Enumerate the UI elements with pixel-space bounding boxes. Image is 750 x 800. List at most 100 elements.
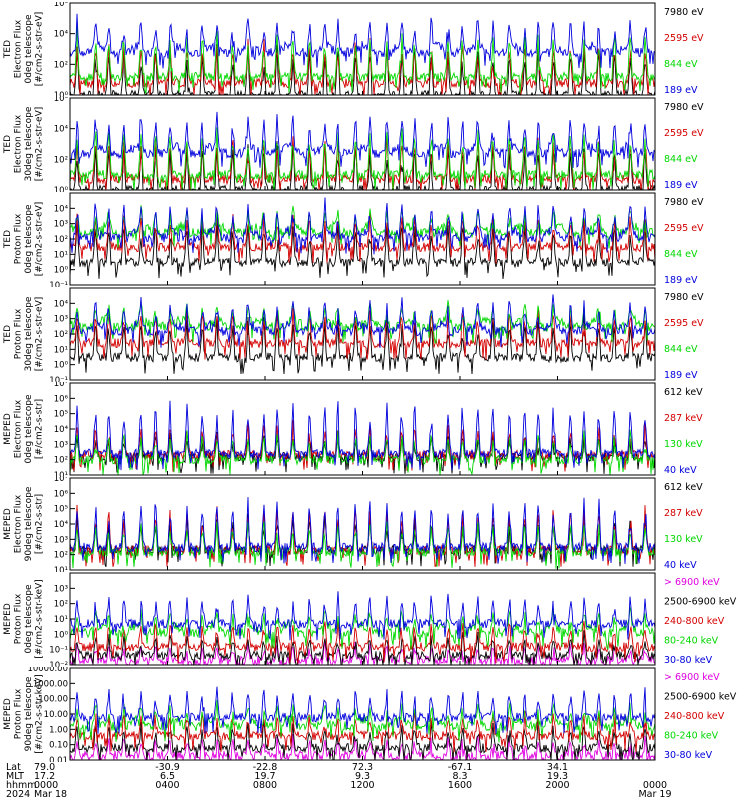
y-tick-label: 100.00 [38,695,68,705]
series-line-3 [70,127,655,190]
legend-entry: 40 keV [664,465,697,476]
y-tick-label: 10⁶ [54,2,69,9]
footer-cell: 1200 [350,780,374,791]
legend-entry: 2595 eV [664,33,704,44]
y-tick-label: 10⁰ [54,266,69,276]
y-tick-label: 10² [54,60,68,70]
legend-entry: 80-240 keV [664,731,719,742]
legend-entry: 189 eV [664,370,698,381]
series-line-5 [70,591,655,641]
legend-entry: 2595 eV [664,223,704,234]
series-line-2 [70,38,655,95]
legend-entry: 40 keV [664,560,697,571]
panel-5: 10¹ 10² 10³ 10⁴ 10⁵ 10⁶ 10⁷ MEPEDElectron Flux0… [3,382,703,477]
y-tick-label: 10² [54,456,68,466]
footer-cell: 19.3 [547,771,568,782]
legend-entry: 7980 eV [664,292,704,303]
series-line-3 [70,25,655,94]
footer-row-label: MLT [6,771,24,782]
footer-cell: 79.0 [34,762,55,773]
legend-entry: 612 keV [664,482,703,493]
series-group [70,111,655,190]
legend-entry: 2500-6900 keV [664,597,737,608]
panel-8: 0.01 0.10 1.00 10.00 100.00 1000.00 10000.00ME… [3,667,737,762]
legend-entry: 80-240 keV [664,636,719,647]
y-tick-label: 10⁵ [54,505,68,515]
y-tick-label: 10⁰ [54,186,69,192]
legend-entry: 130 keV [664,439,703,450]
series-group [70,591,655,665]
legend-entry: 287 keV [664,508,703,519]
y-tick-label: 10³ [54,220,68,230]
series-line-4 [70,294,655,348]
y-tick-label: 10⁷ [54,382,69,389]
y-tick-label: 10⁴ [54,204,69,214]
y-tick-label: 10¹ [54,566,68,572]
series-group [70,13,655,95]
y-tick-label: 10¹ [54,345,68,355]
footer-cell: Mar 19 [638,789,671,799]
footer-row-label: Lat [6,762,21,773]
footer-cell: -30.9 [155,762,180,773]
y-axis-label: TEDElectron Flux30deg telescope[#/cm2-s-… [3,106,45,181]
y-tick-label: 10⁴ [54,30,69,40]
legend-entry: 7980 eV [664,102,704,113]
series-group [70,686,655,760]
y-tick-label: 10³ [54,440,68,450]
series-line-2 [70,630,655,665]
y-tick-label: 10⁻¹ [49,281,68,287]
y-tick-label: 10⁴ [54,125,69,135]
panel-1: 10⁰ 10² 10⁴ 10⁶ TEDElectron Flux0deg telesco… [3,2,704,97]
legend-entry: 189 eV [664,180,698,191]
legend-entry: 240-800 keV [664,711,725,722]
y-tick-label: 0.01 [49,756,68,762]
y-tick-label: 10⁶ [54,489,69,499]
y-tick-label: 10² [54,330,68,340]
footer-cell: 34.1 [547,762,568,773]
legend-entry: 287 keV [664,413,703,424]
legend-entry: 189 eV [664,85,698,96]
legend-entry: 7980 eV [664,197,704,208]
footer-cell: 19.7 [254,771,275,782]
y-tick-label: 10¹ [54,471,68,477]
y-tick-label: 10⁷ [54,477,69,484]
y-tick-label: 10² [54,235,68,245]
footer-cell: 72.3 [352,762,373,773]
footer-cell: 0000 [643,780,667,791]
footer-cell: 0000 [34,780,58,791]
legend-entry: 2595 eV [664,128,704,139]
series-line-3 [70,620,655,664]
series-line-4 [70,111,655,169]
y-tick-label: 10² [54,600,68,610]
footer-cell: 2000 [545,780,569,791]
y-axis-label: MEPEDElectron Flux0deg telescope[#/cm2-s… [3,394,45,464]
series-line-5 [70,686,655,735]
y-tick-label: 10⁻² [49,661,68,667]
series-line-1 [70,218,655,280]
legend-entry: 30-80 keV [664,655,713,666]
y-axis-label: TEDProton Flux0deg telescope[#/cm2-s-str… [3,202,45,277]
y-tick-label: 10³ [54,584,68,594]
legend-entry: 30-80 keV [664,750,713,761]
series-line-4 [70,400,655,471]
y-tick-label: 10⁵ [54,410,68,420]
y-tick-label: 10⁰ [54,91,69,97]
footer-cell: 6.5 [160,771,175,782]
series-line-3 [70,711,655,753]
footer-cell: -22.8 [253,762,278,773]
y-tick-label: 10000.00 [27,667,68,674]
footer-cell: 9.3 [355,771,370,782]
legend-entry: 844 eV [664,344,698,355]
y-tick-label: 10¹ [54,615,68,625]
footer-cell: 8.3 [452,771,467,782]
y-tick-label: 10⁻¹ [49,376,68,382]
y-tick-label: 10³ [54,535,68,545]
footer-cell: -67.1 [448,762,473,773]
y-tick-label: 10.00 [44,710,68,720]
y-tick-label: 10⁶ [54,394,69,404]
y-tick-label: 10⁴ [54,299,69,309]
panel-6: 10¹ 10² 10³ 10⁴ 10⁵ 10⁶ 10⁷ MEPEDElectron Flux9… [3,477,703,572]
footer-cell: 0400 [155,780,179,791]
